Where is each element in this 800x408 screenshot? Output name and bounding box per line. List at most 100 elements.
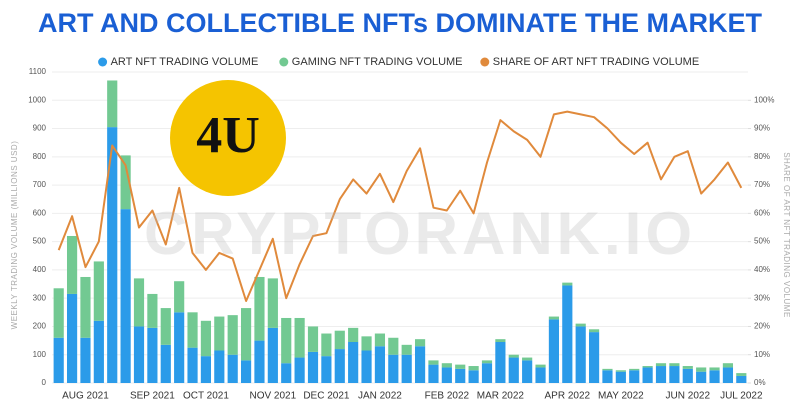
legend-swatch [480, 57, 490, 67]
bar [696, 371, 707, 383]
legend-label: SHARE OF ART NFT TRADING VOLUME [493, 56, 699, 68]
bar [133, 278, 145, 327]
y2-axis-title: SHARE OF ART NFT TRADING VOLUME [782, 152, 791, 318]
x-tick-label: MAR 2022 [477, 391, 525, 402]
y2-tick-label: 90% [754, 124, 770, 133]
y2-tick-label: 0% [754, 378, 766, 387]
legend-swatch [279, 57, 289, 67]
bar [267, 278, 278, 328]
chart-title: ART AND COLLECTIBLE NFTs DOMINATE THE MA… [38, 8, 762, 38]
x-tick-label: OCT 2021 [183, 391, 229, 402]
bar [669, 363, 680, 367]
bar [321, 356, 332, 383]
bar [615, 371, 626, 383]
x-tick-label: JAN 2022 [358, 391, 402, 402]
bar [588, 332, 600, 383]
bar [334, 330, 345, 350]
bar [374, 333, 386, 347]
bar [535, 364, 546, 368]
bar [414, 339, 426, 347]
bar [682, 366, 693, 369]
bar [133, 326, 145, 383]
bar [602, 368, 613, 371]
bar [508, 357, 519, 383]
bar [562, 285, 573, 383]
bar [227, 315, 238, 355]
y-tick-label: 900 [33, 124, 47, 133]
bar [709, 370, 720, 383]
bar [227, 354, 238, 383]
bar [401, 344, 412, 355]
logo-text: 4U [196, 107, 260, 164]
bar [575, 326, 586, 383]
y-tick-label: 500 [33, 237, 47, 246]
y2-tick-label: 70% [754, 180, 770, 189]
bar [147, 293, 158, 328]
y2-tick-label: 30% [754, 293, 770, 302]
bar [588, 329, 600, 333]
bar [214, 316, 225, 351]
bar [615, 370, 626, 372]
y-tick-label: 1000 [28, 95, 46, 104]
bar [361, 336, 372, 351]
x-tick-label: DEC 2021 [303, 391, 350, 402]
x-tick-label: APR 2022 [545, 391, 591, 402]
bar [307, 351, 319, 383]
bar [642, 367, 653, 383]
bar [53, 337, 64, 383]
bar [455, 368, 466, 383]
bar [441, 363, 452, 368]
bar [281, 363, 292, 383]
bar [294, 357, 305, 383]
x-tick-label: AUG 2021 [62, 391, 109, 402]
bar [254, 276, 265, 341]
bar [441, 367, 452, 383]
bar [361, 350, 372, 383]
bar [294, 317, 305, 358]
bar [428, 360, 439, 365]
bar [401, 354, 412, 383]
y-tick-label: 600 [33, 208, 47, 217]
bar [575, 323, 586, 327]
line [57, 110, 743, 302]
bar [682, 368, 693, 383]
bar [602, 370, 613, 383]
y2-tick-label: 60% [754, 208, 770, 217]
bar [160, 344, 171, 383]
bar [107, 80, 118, 128]
bar [160, 308, 171, 345]
y2-tick-label: 80% [754, 152, 770, 161]
bar [93, 261, 104, 321]
bar [508, 354, 519, 358]
bar [722, 367, 734, 383]
bar [522, 360, 533, 383]
bar [736, 373, 747, 376]
bar [468, 366, 479, 371]
bar [267, 327, 278, 383]
bar [214, 350, 225, 383]
x-tick-label: MAY 2022 [598, 391, 644, 402]
y-tick-label: 300 [33, 293, 47, 302]
bar [428, 364, 439, 383]
legend-swatch [98, 57, 108, 67]
bar [414, 346, 426, 383]
y-tick-label: 200 [33, 322, 47, 331]
bar [174, 281, 185, 313]
bar [93, 320, 104, 383]
bar [495, 339, 506, 343]
bar [655, 366, 667, 383]
x-tick-label: FEB 2022 [425, 391, 470, 402]
bar [80, 337, 91, 383]
bar [240, 308, 252, 361]
bar [388, 354, 399, 383]
legend-label: ART NFT TRADING VOLUME [111, 56, 259, 68]
bar [548, 319, 560, 383]
bar [388, 337, 399, 355]
x-tick-label: NOV 2021 [249, 391, 296, 402]
bar [535, 367, 546, 383]
bar [455, 364, 466, 369]
bar [481, 360, 493, 364]
bar [53, 288, 64, 338]
bar [334, 349, 345, 383]
